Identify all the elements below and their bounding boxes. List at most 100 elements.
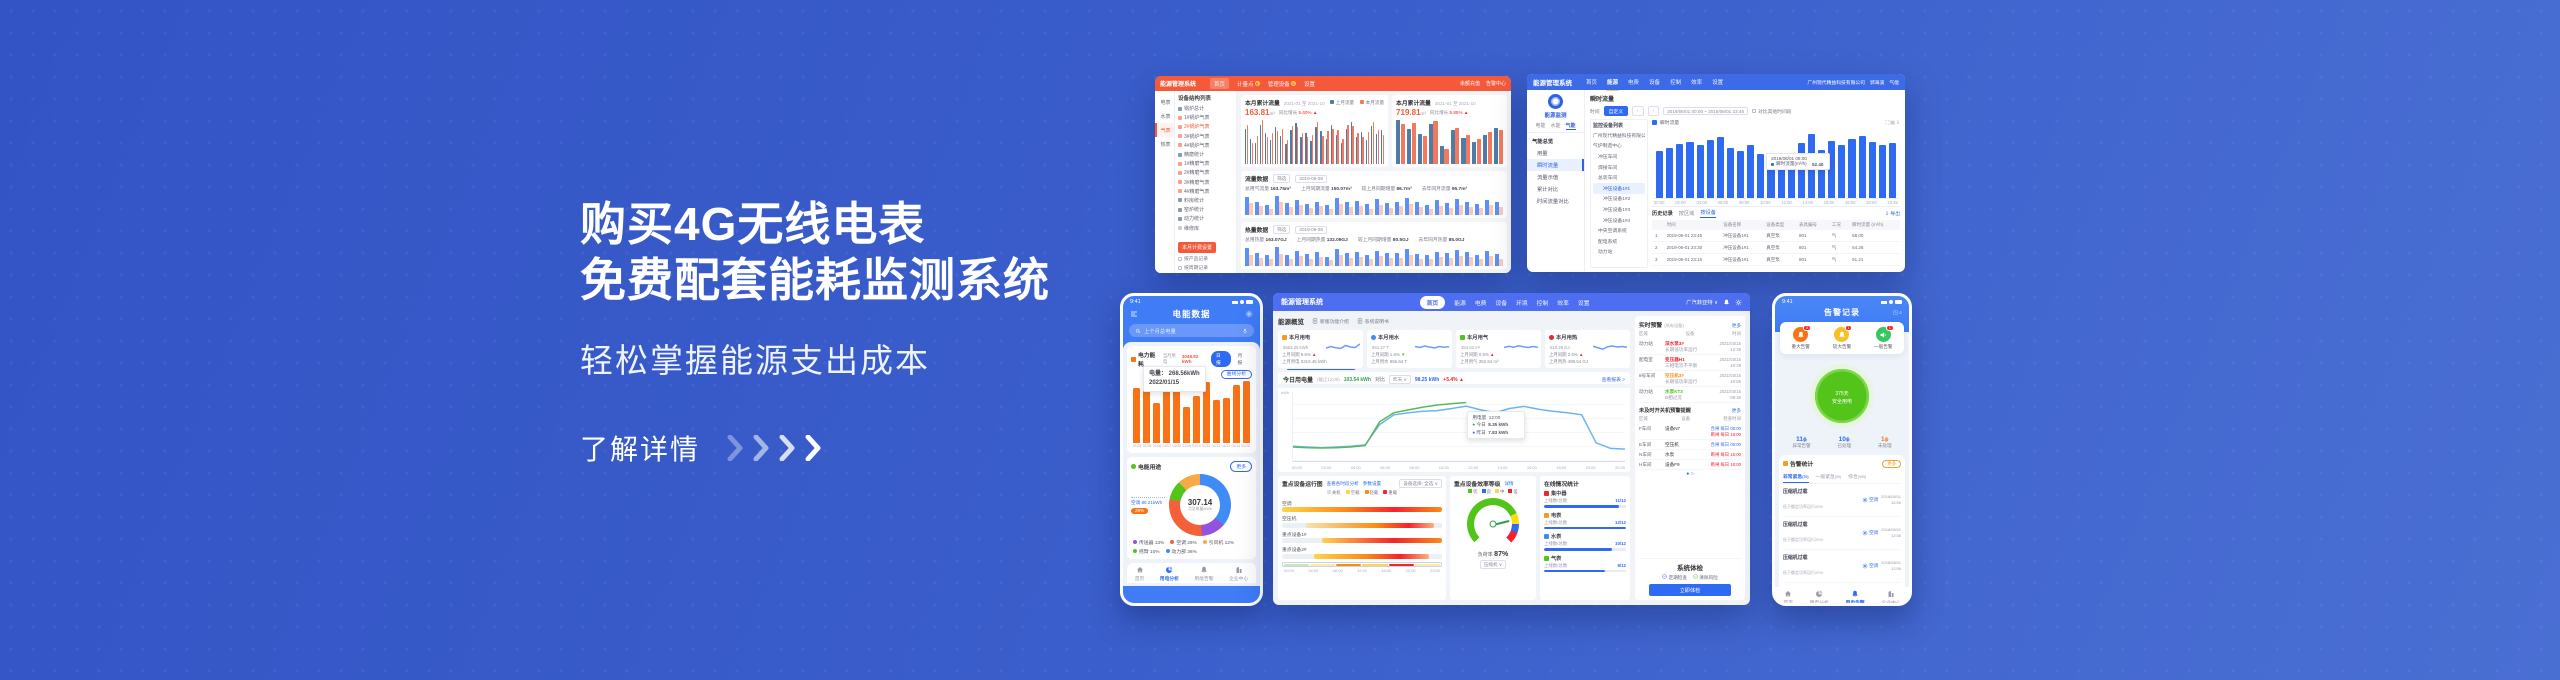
switch-alert-row[interactable]: F车间 设备N7 合闸 每日 08:00 断闸 每日 18:00 bbox=[1639, 424, 1741, 441]
alarm-record-row[interactable]: 压缩机过载 低于额定功率运行20% 空调 2018/08/11 12:56 bbox=[1783, 517, 1901, 550]
table-row[interactable]: 3 2019-06-01 23:15 冲压设备1#1 真空泵 801 气 51.21 bbox=[1652, 253, 1900, 266]
tree-item-selected[interactable]: 2#锅炉气表 bbox=[1178, 122, 1233, 131]
tab-home[interactable]: 首页 bbox=[1783, 590, 1793, 603]
stat-card-gas[interactable]: 本月用气 354.52m³ 上月同期 0.6% ▲ 上月用气 352.64 m³ bbox=[1456, 330, 1541, 369]
stat-card-electric[interactable]: 本月用电 5863.25kWh 上月同期 9.6% ▲ 上月用电 5319.45… bbox=[1278, 330, 1363, 371]
tab-analysis[interactable]: 用电分析 bbox=[1160, 566, 1179, 582]
user-name[interactable]: 郭海波 bbox=[1869, 80, 1885, 86]
company-name[interactable]: 广州现代精益科技有限公司 bbox=[1807, 80, 1865, 86]
next-button[interactable]: › bbox=[1647, 106, 1660, 116]
tab-alarm[interactable]: 用电告警 bbox=[1846, 590, 1865, 603]
nav-efficiency[interactable]: 效率 bbox=[1691, 79, 1703, 86]
stat-card-heat[interactable]: 本月用热 510.26GJ 上月同期 2.6% ▲ 上月用热 496.54 GJ bbox=[1545, 330, 1630, 369]
search-bar[interactable]: 上个月总电量 bbox=[1129, 324, 1254, 337]
prev-button[interactable]: ‹ bbox=[1632, 106, 1644, 116]
menu-icon[interactable] bbox=[1130, 310, 1138, 318]
tree-item[interactable]: 4#精磨气表 bbox=[1178, 187, 1233, 196]
nav-meter-points[interactable]: 计量点 6 bbox=[1237, 80, 1260, 88]
tab-analysis[interactable]: 用电分析 bbox=[1810, 590, 1829, 603]
nav-environment[interactable]: 环境 bbox=[1516, 300, 1528, 307]
alarm-record-row[interactable]: 压缩机过载 低于额定功率运行20% 空调 2018/08/11 12:56 bbox=[1783, 484, 1901, 517]
tree-item[interactable]: 1#精磨气表 bbox=[1178, 159, 1233, 168]
alarm-record-row[interactable]: 压缩机过载 低于额定功率运行20% 空调 2018/08/11 12:56 bbox=[1783, 550, 1901, 583]
export-button[interactable]: ⇩ 导出 bbox=[1885, 212, 1900, 217]
alert-row[interactable]: 配电室 变压器H1 三相电流不平衡 2021/03/15 10:39 bbox=[1639, 355, 1741, 372]
nav-settings[interactable]: 设置 bbox=[1712, 79, 1724, 86]
tree-item[interactable]: 冲压设备1#3 bbox=[1603, 207, 1631, 213]
compare-select[interactable]: 昨天 ∨ bbox=[1388, 375, 1411, 385]
major-alarm-item[interactable]: 8 重大告警 bbox=[1791, 325, 1812, 349]
flow-filter-label[interactable]: 筛选 bbox=[1273, 174, 1291, 183]
new-features-link[interactable]: 新版功能介绍 bbox=[1312, 318, 1349, 325]
tree-item[interactable]: 广州现代精益科技有限公… bbox=[1593, 133, 1645, 139]
menu-instant-flow[interactable]: 瞬时流量 bbox=[1527, 159, 1584, 171]
tree-item[interactable]: 焊接车间 bbox=[1598, 165, 1618, 171]
menu-gas-overview[interactable]: 气能总览 bbox=[1532, 139, 1554, 145]
switch-alert-row[interactable]: H车间 设备F9 断闸 每日 18:00 bbox=[1639, 460, 1741, 471]
gear-icon[interactable] bbox=[1735, 299, 1742, 306]
tree-item[interactable]: 中央空调系统 bbox=[1598, 229, 1627, 235]
mic-icon[interactable] bbox=[1242, 328, 1248, 334]
nav-control[interactable]: 控制 bbox=[1536, 300, 1549, 307]
alert-row[interactable]: 动力站 水泵KT3 B相过流 2021/03/15 08:36 bbox=[1639, 387, 1741, 404]
tab-heat-meter[interactable]: 热表 bbox=[1160, 141, 1171, 148]
alert-row[interactable]: 8号车间 空压机3# 长期低功率运行 2021/03/15 10:05 bbox=[1639, 371, 1741, 388]
tree-item[interactable]: 料房统计 bbox=[1178, 196, 1233, 205]
tree-item[interactable]: 窑炉统计 bbox=[1178, 205, 1233, 214]
period-analysis-link[interactable]: 查看各时段分析 bbox=[1326, 480, 1359, 486]
table-row[interactable]: 2 2019-06-01 23:30 冲压设备1#1 真空泵 801 气 54.26 bbox=[1652, 241, 1900, 254]
tree-item[interactable]: 2#精磨气表 bbox=[1178, 168, 1233, 177]
nav-settings[interactable]: 设置 bbox=[1304, 81, 1316, 88]
tree-item[interactable]: 3#锅炉气表 bbox=[1178, 132, 1233, 141]
tab-electric-meter[interactable]: 电表 bbox=[1160, 99, 1171, 106]
nav-home[interactable]: 首页 bbox=[1419, 295, 1446, 309]
time-brush[interactable] bbox=[1282, 562, 1442, 568]
tab-home[interactable]: 首页 bbox=[1135, 566, 1144, 582]
company-select[interactable]: 广汽菲亚特 ∨ bbox=[1686, 300, 1718, 306]
switch-alert-row[interactable]: N车间 水泵 断闸 每日 15:00 bbox=[1639, 450, 1741, 461]
tab-by-device[interactable]: 按设备 bbox=[1700, 210, 1716, 218]
tree-item[interactable]: 冲压车间 bbox=[1598, 154, 1618, 160]
tree-item[interactable]: 总装车间 bbox=[1598, 176, 1618, 182]
checkbox-product-record[interactable]: 按产品记录 bbox=[1178, 255, 1233, 262]
device-select[interactable]: 设备选择: 全选 ∨ bbox=[1399, 479, 1442, 489]
checkbox-cycle-record[interactable]: 按周期记录 bbox=[1178, 264, 1233, 271]
menu-usage[interactable]: 用量 bbox=[1537, 151, 1548, 157]
switch-alert-row[interactable]: E车间 空压机 合闸 每日 09:00 bbox=[1639, 440, 1741, 451]
tab-all[interactable]: 综合(999) bbox=[1848, 475, 1867, 480]
param-settings-link[interactable]: 参数设置 bbox=[1362, 480, 1382, 486]
alarm-center-link[interactable]: 告警中心 bbox=[1485, 81, 1506, 87]
more-link[interactable]: 更多 bbox=[1731, 408, 1741, 414]
nav-home[interactable]: 首页 bbox=[1210, 78, 1230, 89]
flow-date-picker[interactable]: 2019-06-08 bbox=[1295, 174, 1327, 183]
energy-type-label[interactable]: 气能 bbox=[1889, 80, 1899, 86]
nav-tariff[interactable]: 电费 bbox=[1628, 79, 1640, 86]
table-row[interactable]: 1 2019-06-01 23:45 冲压设备1#1 真空泵 801 气 58.00 bbox=[1652, 230, 1900, 242]
tree-item[interactable]: 冲压设备1#2 bbox=[1603, 197, 1631, 203]
tab-by-area[interactable]: 按区域 bbox=[1678, 211, 1695, 217]
tab-electric[interactable]: 电能 bbox=[1535, 123, 1546, 129]
tree-item[interactable]: 锅炉总计 bbox=[1178, 104, 1233, 113]
menu-time-flow-compare[interactable]: 时间流量对比 bbox=[1537, 199, 1569, 205]
tree-item[interactable]: 动力站 bbox=[1598, 250, 1613, 256]
tab-gas-meter[interactable]: 气表 bbox=[1155, 123, 1174, 137]
stat-card-water[interactable]: 本月用水 941.27T 上月同期 1.6% ▼ 上月用水 956.64 T bbox=[1367, 330, 1452, 369]
more-button[interactable]: 更多 bbox=[1230, 461, 1252, 472]
tab-water[interactable]: 水能 bbox=[1550, 123, 1561, 129]
tree-item[interactable]: 动力统计 bbox=[1178, 214, 1233, 223]
tab-gas[interactable]: 气能 bbox=[1565, 123, 1576, 130]
recharge-link[interactable]: 余额充值 bbox=[1459, 81, 1480, 87]
chart-toolbar-icons[interactable]: ⛶ ▤ ⇩ bbox=[1885, 120, 1900, 126]
tree-item[interactable]: 1#锅炉气表 bbox=[1178, 113, 1233, 122]
gear-icon[interactable] bbox=[1245, 310, 1253, 318]
tab-alarm[interactable]: 用能告警 bbox=[1194, 566, 1214, 582]
bell-icon[interactable] bbox=[1723, 299, 1730, 306]
tree-item[interactable]: 冲压设备1#4 bbox=[1603, 218, 1631, 224]
view-report-link[interactable]: 查看报表 > bbox=[1601, 378, 1625, 384]
nav-home[interactable]: 首页 bbox=[1586, 79, 1598, 86]
billing-settings-badge[interactable]: 本月计费设置 bbox=[1178, 242, 1217, 253]
manual-link[interactable]: 系统说明书 bbox=[1357, 318, 1389, 325]
tab-general-urgent[interactable]: 一般紧急(09) bbox=[1815, 475, 1842, 480]
tab-enterprise[interactable]: 企业中心 bbox=[1881, 590, 1901, 603]
tab-water-meter[interactable]: 水表 bbox=[1160, 113, 1171, 120]
